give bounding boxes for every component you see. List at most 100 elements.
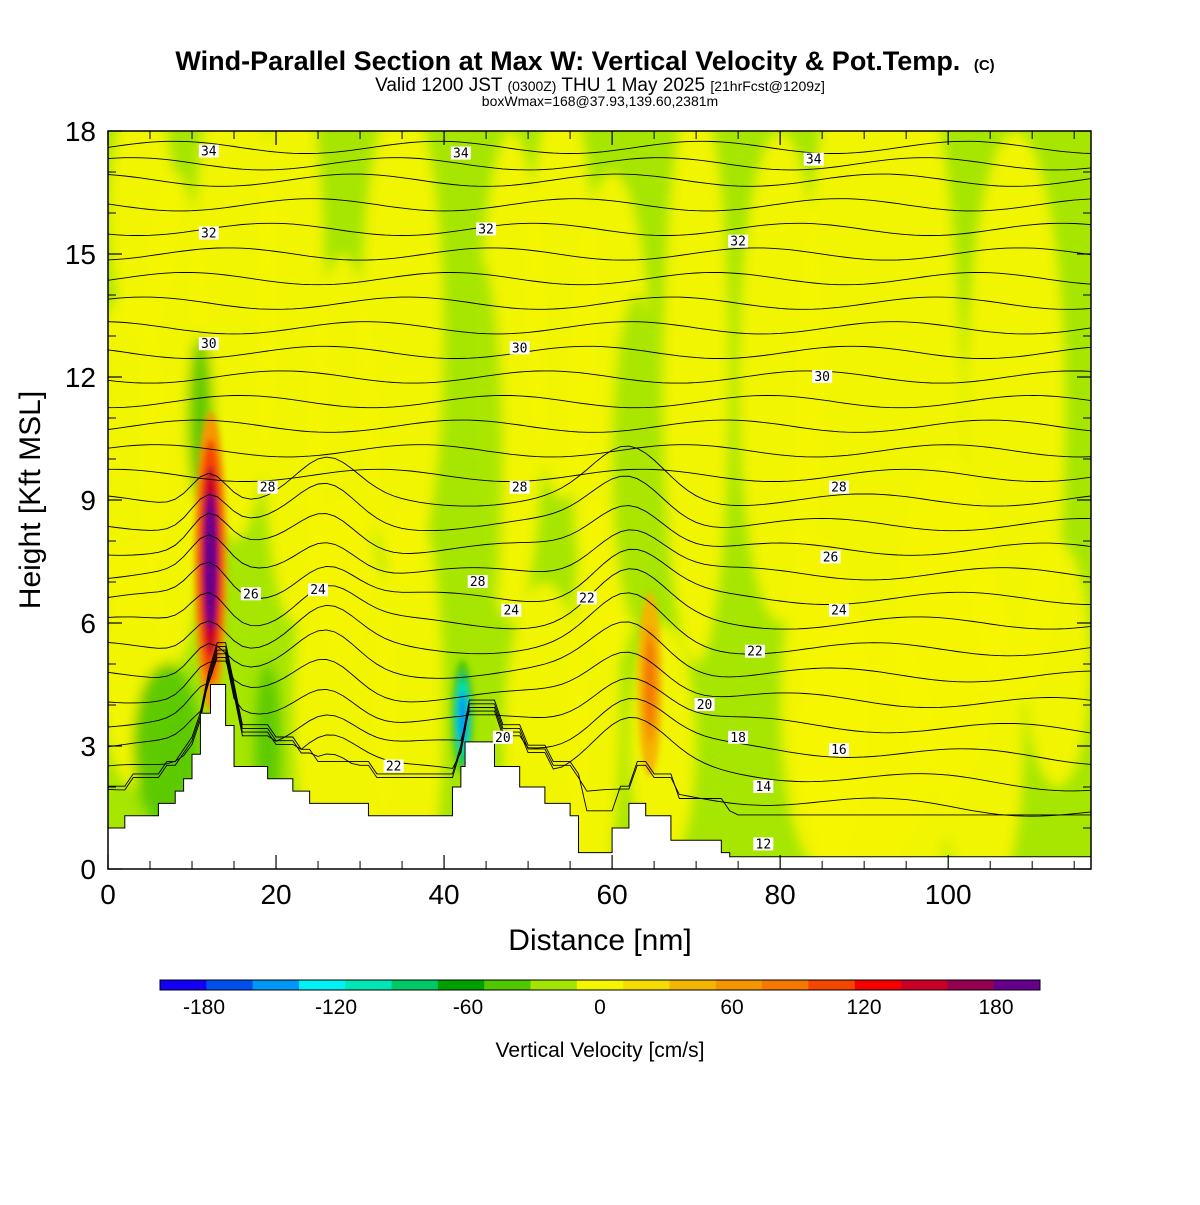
svg-text:18: 18 <box>730 731 746 746</box>
svg-text:32: 32 <box>478 222 494 237</box>
box-wmax-info: boxWmax=168@37.93,139.60,2381m <box>482 93 718 109</box>
theta-contour <box>108 419 1091 433</box>
colorbar-swatch <box>206 980 254 990</box>
colorbar-swatch <box>530 980 578 990</box>
x-tick-label: 100 <box>925 879 972 910</box>
field-streak <box>662 131 730 664</box>
theta-label: 30 <box>509 341 530 356</box>
colorbar-swatch <box>947 980 995 990</box>
theta-contour <box>108 395 1091 409</box>
svg-text:24: 24 <box>831 604 847 619</box>
y-tick-label: 0 <box>80 854 96 885</box>
theta-label: 24 <box>308 583 329 598</box>
theta-label: 22 <box>383 759 404 775</box>
colorbar-swatch <box>715 980 763 990</box>
theta-label: 34 <box>803 152 824 168</box>
theta-label: 30 <box>812 370 833 385</box>
svg-text:16: 16 <box>831 743 847 758</box>
theta-contour <box>108 568 1091 630</box>
svg-text:28: 28 <box>831 481 847 496</box>
colorbar-swatch <box>484 980 532 990</box>
theta-label: 24 <box>501 603 522 619</box>
field-streak <box>141 172 209 664</box>
theta-contour <box>108 296 1091 310</box>
chart-valid-time: Valid 1200 JST (0300Z) THU 1 May 2025 [2… <box>375 75 825 96</box>
colorbar: -180 -120 -60 0 60 120 180 <box>159 979 1041 1019</box>
x-tick-label: 0 <box>100 879 116 910</box>
terrain-mask <box>108 684 1091 869</box>
svg-text:14: 14 <box>756 780 772 795</box>
theta-label: 22 <box>576 591 597 606</box>
colorbar-tick-label: -120 <box>315 996 357 1019</box>
theta-contour <box>108 157 1091 171</box>
field-streak <box>259 131 327 623</box>
theta-label: 14 <box>753 780 774 795</box>
colorbar-swatch <box>669 980 717 990</box>
theta-contour <box>108 645 1091 817</box>
colorbar-tick-label: 180 <box>978 996 1013 1019</box>
theta-label: 32 <box>198 226 219 242</box>
svg-text:26: 26 <box>243 587 259 602</box>
svg-text:22: 22 <box>747 645 763 660</box>
theta-contour <box>108 475 1091 532</box>
theta-label: 30 <box>198 337 219 352</box>
theta-contour <box>108 656 1091 734</box>
svg-text:26: 26 <box>823 550 839 565</box>
field-streak <box>612 295 663 623</box>
colorbar-swatch <box>854 980 902 990</box>
theta-contour <box>108 621 1091 683</box>
svg-text:30: 30 <box>814 370 830 385</box>
svg-text:32: 32 <box>201 227 217 242</box>
y-tick-label: 12 <box>65 362 96 393</box>
colorbar-swatch <box>345 980 393 990</box>
theta-label: 20 <box>492 730 513 746</box>
colorbar-swatch <box>762 980 809 990</box>
theta-contour <box>108 444 1091 458</box>
theta-label: 28 <box>257 480 278 496</box>
theta-label: 24 <box>828 603 849 619</box>
plot-area: 34 34 34 32 32 32 30 30 30 28 28 28 26 24 28 24 22 26 24 22… <box>108 131 1091 869</box>
theta-label: 16 <box>828 743 849 758</box>
theta-contour <box>108 173 1091 187</box>
updraft-core <box>204 492 217 631</box>
theta-contour <box>108 272 1091 286</box>
svg-text:22: 22 <box>579 591 595 606</box>
theta-contour <box>108 321 1091 335</box>
svg-text:34: 34 <box>453 147 469 162</box>
theta-label: 18 <box>728 730 749 746</box>
x-tick-label: 60 <box>597 879 628 910</box>
colorbar-tick-label: 60 <box>720 996 743 1019</box>
svg-text:20: 20 <box>495 731 511 746</box>
y-axis-label: Height [Kft MSL] <box>14 391 47 609</box>
theta-contour <box>108 468 1091 482</box>
theta-contour <box>108 649 1091 792</box>
colorbar-tick-label: 0 <box>594 996 606 1019</box>
svg-text:28: 28 <box>260 481 276 496</box>
colorbar-swatch <box>298 980 346 990</box>
svg-text:22: 22 <box>386 760 402 775</box>
svg-text:20: 20 <box>697 698 713 713</box>
theta-contour <box>108 247 1091 261</box>
theta-label: 12 <box>753 837 774 852</box>
colorbar-tick-label: 120 <box>846 996 881 1019</box>
colorbar-swatch <box>160 980 207 990</box>
chart-title: Wind-Parallel Section at Max W: Vertical… <box>175 46 994 76</box>
theta-contour <box>108 370 1091 384</box>
colorbar-tick-label: -60 <box>453 996 483 1019</box>
theta-contour <box>108 651 1091 709</box>
theta-contour <box>108 529 1091 581</box>
y-tick-label: 9 <box>80 485 96 516</box>
theta-contour <box>108 505 1091 556</box>
theta-label: 34 <box>198 144 219 160</box>
theta-label: 22 <box>744 644 765 660</box>
x-tick-label: 20 <box>260 879 291 910</box>
svg-text:34: 34 <box>201 145 217 160</box>
svg-text:28: 28 <box>512 481 528 496</box>
svg-text:12: 12 <box>756 837 772 852</box>
theta-contour-labels: 34 34 34 32 32 32 30 30 30 28 28 28 26 24 28 24 22 26 24 22… <box>198 144 849 852</box>
colorbar-swatch <box>808 980 856 990</box>
field-streak <box>780 541 865 869</box>
colorbar-label: Vertical Velocity [cm/s] <box>496 1039 705 1062</box>
colorbar-swatch <box>576 980 624 990</box>
field-streak <box>939 582 1024 869</box>
